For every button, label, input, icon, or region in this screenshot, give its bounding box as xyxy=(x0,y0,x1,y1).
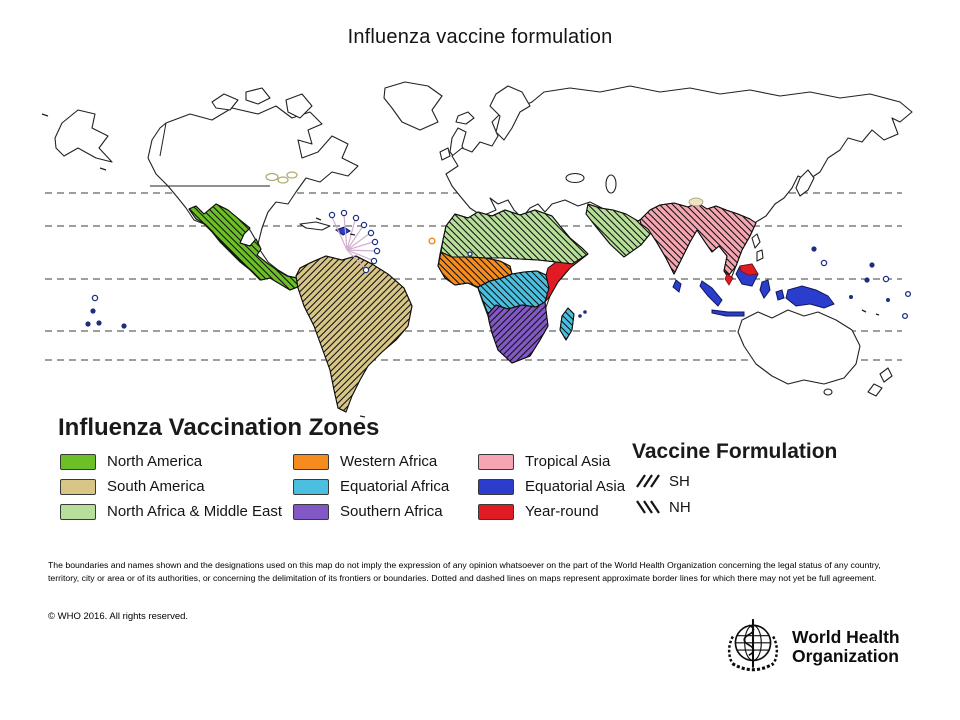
legend-item-tropical-asia: Tropical Asia xyxy=(478,453,625,470)
sh-hatch-icon xyxy=(636,474,660,488)
swatch-equatorial-asia xyxy=(478,478,514,495)
who-logo-text: World Health Organization xyxy=(784,628,900,666)
swatch-western-africa xyxy=(293,453,329,470)
legend-label: South America xyxy=(107,478,205,495)
legend-item-south-america: South America xyxy=(60,478,282,495)
zones-heading: Influenza Vaccination Zones xyxy=(58,414,380,441)
legend-column-2: Western Africa Equatorial Africa Souther… xyxy=(293,453,449,520)
swatch-north-africa-middle-east xyxy=(60,503,96,520)
who-logo: World Health Organization xyxy=(722,616,900,678)
legend-label: Equatorial Asia xyxy=(525,478,626,495)
swatch-year-round xyxy=(478,503,514,520)
world-map xyxy=(0,78,960,420)
great-lakes xyxy=(265,171,298,184)
legend-item-equatorial-asia: Equatorial Asia xyxy=(478,478,625,495)
zone-year-round-sea xyxy=(724,263,759,286)
caribbean-fan-dots xyxy=(328,209,381,274)
legend-label: Western Africa xyxy=(340,453,438,470)
formulation-heading: Vaccine Formulation xyxy=(632,440,838,463)
who-logo-line2: Organization xyxy=(792,646,899,666)
legend-label: Equatorial Africa xyxy=(340,478,450,495)
page-title: Influenza vaccine formulation xyxy=(347,26,613,48)
landmass-outlines xyxy=(54,81,913,397)
legend-label: Year-round xyxy=(525,503,599,520)
legend-item-north-america: North America xyxy=(60,453,282,470)
formulation-key: SH NH xyxy=(635,472,691,516)
legend-column-3: Tropical Asia Equatorial Asia Year-round xyxy=(478,453,625,520)
legend-label: Southern Africa xyxy=(340,503,443,520)
legend-item-southern-africa: Southern Africa xyxy=(293,503,449,520)
legend-column-1: North America South America North Africa… xyxy=(60,453,282,520)
legend-label: North Africa & Middle East xyxy=(107,503,283,520)
formulation-item-sh: SH xyxy=(635,472,691,490)
legend-item-north-africa-middle-east: North Africa & Middle East xyxy=(60,503,282,520)
swatch-equatorial-africa xyxy=(293,478,329,495)
ocean-dots-filled xyxy=(85,246,890,329)
formulation-code: SH xyxy=(669,472,690,490)
legend-item-western-africa: Western Africa xyxy=(293,453,449,470)
swatch-south-america xyxy=(60,478,96,495)
swatch-southern-africa xyxy=(293,503,329,520)
ocean-dots-open xyxy=(91,251,912,320)
who-logo-line1: World Health xyxy=(792,627,900,647)
copyright-text: © WHO 2016. All rights reserved. xyxy=(48,611,189,622)
caribbean-fan xyxy=(331,214,376,269)
legend-label: Tropical Asia xyxy=(525,453,611,470)
swatch-tropical-asia xyxy=(478,453,514,470)
kashmir-patch xyxy=(688,197,704,207)
legend-item-equatorial-africa: Equatorial Africa xyxy=(293,478,449,495)
legend-item-year-round: Year-round xyxy=(478,503,625,520)
country-borders xyxy=(150,122,270,187)
formulation-item-nh: NH xyxy=(635,498,691,516)
disclaimer-text: The boundaries and names shown and the d… xyxy=(48,560,881,583)
nh-hatch-icon xyxy=(636,500,660,514)
formulation-code: NH xyxy=(669,498,691,516)
cape-verde-dot xyxy=(428,237,436,245)
swatch-north-america xyxy=(60,453,96,470)
island-marks xyxy=(41,113,880,418)
legend-label: North America xyxy=(107,453,203,470)
who-emblem-icon xyxy=(727,619,779,672)
vaccination-zones xyxy=(188,202,757,413)
